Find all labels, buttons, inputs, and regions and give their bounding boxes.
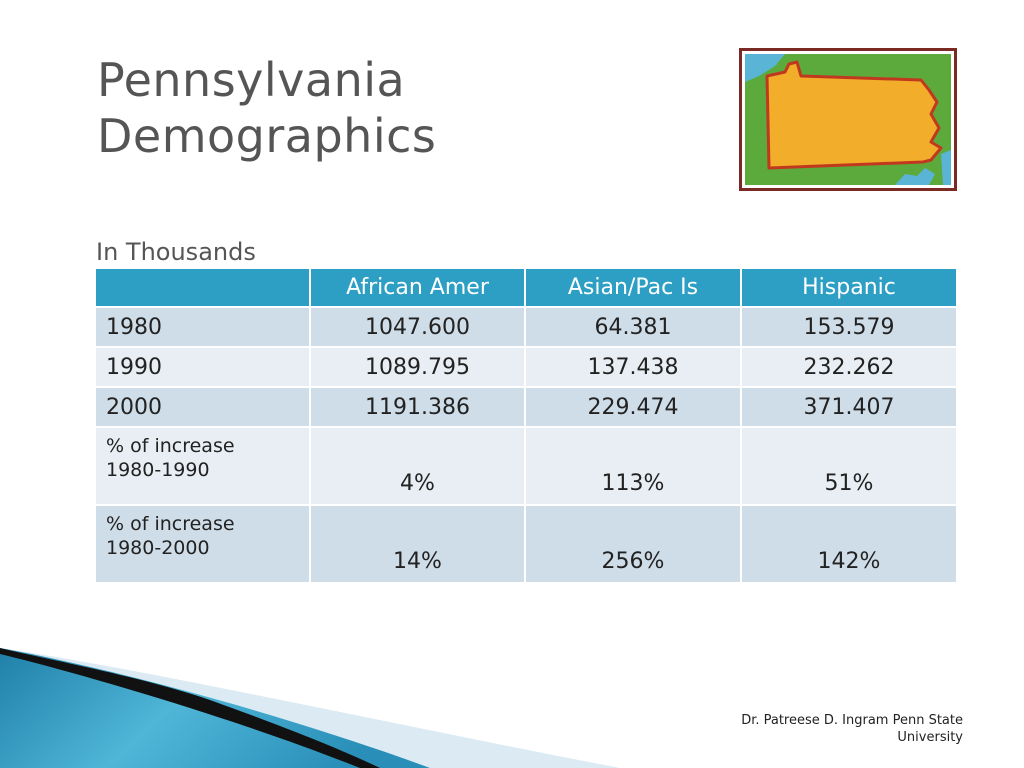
cell-asian-pac-is: 229.474 [524,386,742,428]
footer-credit: Dr. Patreese D. Ingram Penn State Univer… [741,713,963,745]
table-row: 1990 1089.795 137.438 232.262 [94,346,958,388]
slide-title: Pennsylvania Demographics [97,53,437,163]
cell-asian-pac-is: 256% [524,504,742,584]
cell-african-amer: 14% [309,504,526,584]
cell-hispanic: 371.407 [740,386,958,428]
cell-african-amer: 1089.795 [309,346,526,388]
cell-asian-pac-is: 113% [524,426,742,506]
table-row: % of increase 1980-2000 14% 256% 142% [94,504,958,584]
table-row: % of increase 1980-1990 4% 113% 51% [94,426,958,506]
header-empty [94,267,311,308]
header-african-amer: African Amer [309,267,526,308]
cell-african-amer: 1047.600 [309,306,526,348]
cell-hispanic: 142% [740,504,958,584]
pennsylvania-map-icon [739,48,957,191]
table-header-row: African Amer Asian/Pac Is Hispanic [94,267,958,308]
cell-hispanic: 232.262 [740,346,958,388]
cell-asian-pac-is: 137.438 [524,346,742,388]
row-label: % of increase 1980-1990 [94,426,311,506]
header-asian-pac-is: Asian/Pac Is [524,267,742,308]
demographics-table: African Amer Asian/Pac Is Hispanic 1980 … [94,267,958,584]
cell-african-amer: 1191.386 [309,386,526,428]
decorative-corner-swoosh [0,648,620,768]
row-label: % of increase 1980-2000 [94,504,311,584]
cell-asian-pac-is: 64.381 [524,306,742,348]
cell-hispanic: 51% [740,426,958,506]
map-graphic [745,54,951,185]
row-label: 1980 [94,306,311,348]
cell-african-amer: 4% [309,426,526,506]
table-row: 2000 1191.386 229.474 371.407 [94,386,958,428]
table-row: 1980 1047.600 64.381 153.579 [94,306,958,348]
row-label: 2000 [94,386,311,428]
row-label: 1990 [94,346,311,388]
cell-hispanic: 153.579 [740,306,958,348]
header-hispanic: Hispanic [740,267,958,308]
table-caption: In Thousands [96,238,256,266]
